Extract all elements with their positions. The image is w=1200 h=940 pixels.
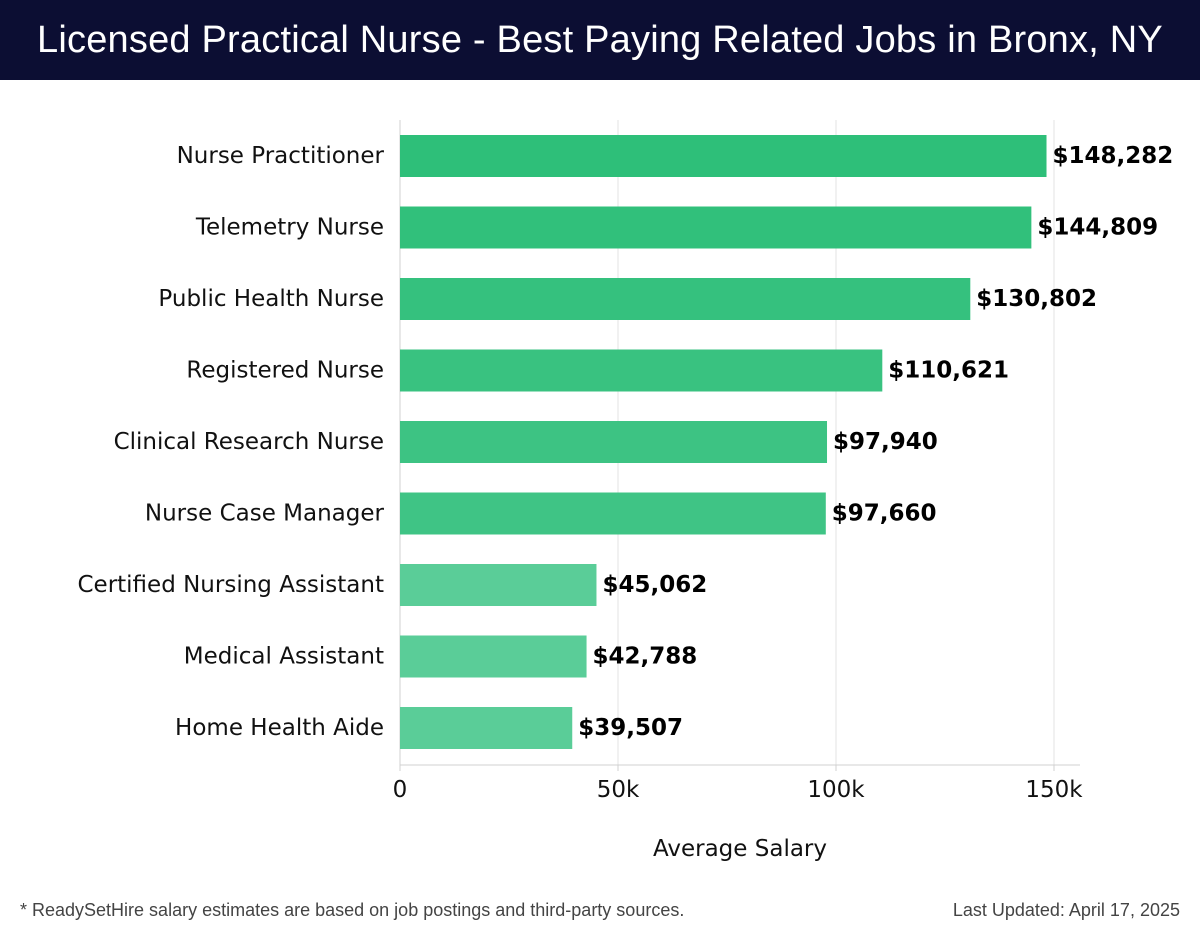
category-label-6: Certified Nursing Assistant <box>77 572 384 598</box>
x-tick-label-2: 100k <box>807 777 865 803</box>
bar-6 <box>400 564 597 606</box>
category-label-5: Nurse Case Manager <box>145 501 385 527</box>
value-label-4: $97,940 <box>833 429 938 455</box>
footer-note: * ReadySetHire salary estimates are base… <box>20 900 685 920</box>
value-label-0: $148,282 <box>1053 143 1174 169</box>
value-label-5: $97,660 <box>832 501 937 527</box>
value-label-1: $144,809 <box>1037 215 1158 241</box>
bar-0 <box>400 135 1047 177</box>
bar-3 <box>400 349 883 392</box>
category-label-3: Registered Nurse <box>186 358 384 384</box>
bar-5 <box>400 492 826 535</box>
category-label-8: Home Health Aide <box>175 715 384 741</box>
category-label-0: Nurse Practitioner <box>177 143 385 169</box>
x-tick-label-1: 50k <box>597 777 640 803</box>
bar-4 <box>400 421 828 463</box>
value-label-7: $42,788 <box>593 644 698 670</box>
bar-8 <box>400 707 573 749</box>
last-updated: Last Updated: April 17, 2025 <box>952 900 1180 920</box>
category-label-7: Medical Assistant <box>184 644 384 670</box>
x-tick-label-3: 150k <box>1025 777 1083 803</box>
category-label-2: Public Health Nurse <box>158 286 384 312</box>
value-label-6: $45,062 <box>602 572 707 598</box>
bar-7 <box>400 635 587 678</box>
bar-chart: Nurse Practitioner $148,282 Telemetry Nurs… <box>77 120 1174 862</box>
value-label-2: $130,802 <box>976 286 1097 312</box>
bar-1 <box>400 206 1032 249</box>
x-tick-label-0: 0 <box>393 777 408 803</box>
category-label-1: Telemetry Nurse <box>195 215 384 241</box>
bar-2 <box>400 278 971 320</box>
value-label-3: $110,621 <box>888 358 1009 384</box>
chart-header: Licensed Practical Nurse - Best Paying R… <box>0 0 1200 80</box>
x-axis-title: Average Salary <box>653 836 827 862</box>
chart-footer: * ReadySetHire salary estimates are base… <box>20 900 1180 921</box>
chart-title: Licensed Practical Nurse - Best Paying R… <box>37 18 1163 61</box>
value-label-8: $39,507 <box>578 715 683 741</box>
category-label-4: Clinical Research Nurse <box>114 429 384 455</box>
